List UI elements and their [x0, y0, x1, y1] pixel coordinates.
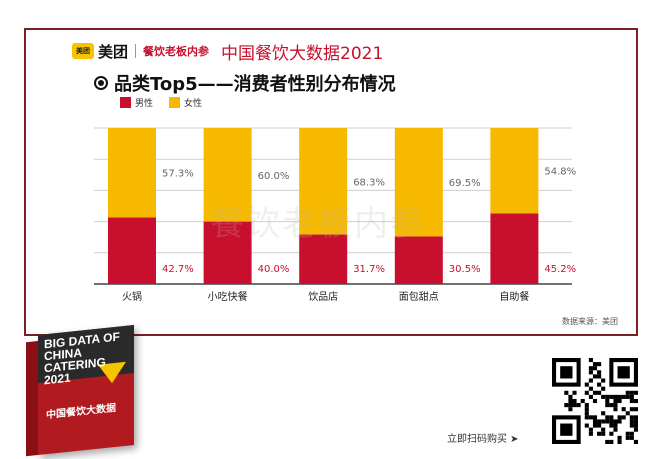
buy-now-link[interactable]: 立即扫码购买 ➤	[447, 434, 519, 445]
category-label-3: 面包甜点	[399, 290, 439, 303]
meituan-logo-text: 美团	[98, 42, 129, 61]
category-label-4: 自助餐	[499, 290, 529, 303]
bar-male-1	[203, 221, 252, 284]
data-label-female-3: 69.5%	[449, 178, 481, 189]
book-en-title: BIG DATA OF CHINA CATERING 2021	[44, 329, 120, 388]
data-label-male-1: 40.0%	[258, 264, 290, 275]
category-label-1: 小吃快餐	[208, 290, 248, 303]
header-divider	[135, 44, 137, 58]
data-label-male-3: 30.5%	[449, 264, 481, 275]
book-cover[interactable]: BIG DATA OF CHINA CATERING 2021 中国餐饮大数据	[26, 324, 134, 457]
category-label-2: 饮品店	[308, 290, 338, 303]
data-label-female-1: 60.0%	[258, 171, 290, 182]
category-label-0: 火锅	[122, 291, 142, 303]
data-label-female-4: 54.8%	[544, 167, 576, 178]
legend-swatch-female	[169, 97, 181, 108]
brand-name: 餐饮老板内参	[143, 45, 210, 58]
bar-male-4	[490, 213, 539, 284]
data-label-male-0: 42.7%	[162, 264, 194, 275]
chart-subtitle: 品类Top5——消费者性别分布情况	[94, 70, 396, 96]
book-cn-title: 中国餐饮大数据	[46, 402, 116, 422]
bar-female-2	[299, 128, 348, 235]
report-header: 美团 美团 餐饮老板内参 中国餐饮大数据2021	[72, 38, 383, 64]
qr-code-icon[interactable]	[552, 358, 638, 444]
meituan-logo-icon: 美团	[72, 43, 94, 59]
legend-label-female: 女性	[184, 99, 203, 109]
legend-item-male: 男性	[120, 96, 153, 109]
bar-female-4	[490, 128, 539, 214]
target-icon	[94, 76, 108, 90]
bar-female-3	[394, 128, 443, 237]
data-label-male-4: 45.2%	[544, 264, 576, 275]
chart-title: 品类Top5——消费者性别分布情况	[114, 74, 396, 95]
data-source: 数据来源：美团	[562, 317, 618, 326]
chart-legend: 男性 女性	[120, 96, 218, 109]
bar-male-0	[108, 217, 156, 284]
bar-male-2	[299, 234, 348, 284]
bar-female-1	[203, 128, 252, 222]
data-label-female-0: 57.3%	[162, 169, 194, 180]
data-label-male-2: 31.7%	[353, 264, 385, 275]
book-spine	[26, 341, 38, 457]
legend-item-female: 女性	[169, 96, 202, 109]
legend-swatch-male	[120, 97, 131, 108]
data-label-female-2: 68.3%	[353, 177, 385, 188]
bar-male-3	[394, 236, 443, 284]
report-title: 中国餐饮大数据2021	[221, 43, 384, 64]
bar-female-0	[108, 128, 156, 218]
legend-label-male: 男性	[135, 99, 154, 109]
